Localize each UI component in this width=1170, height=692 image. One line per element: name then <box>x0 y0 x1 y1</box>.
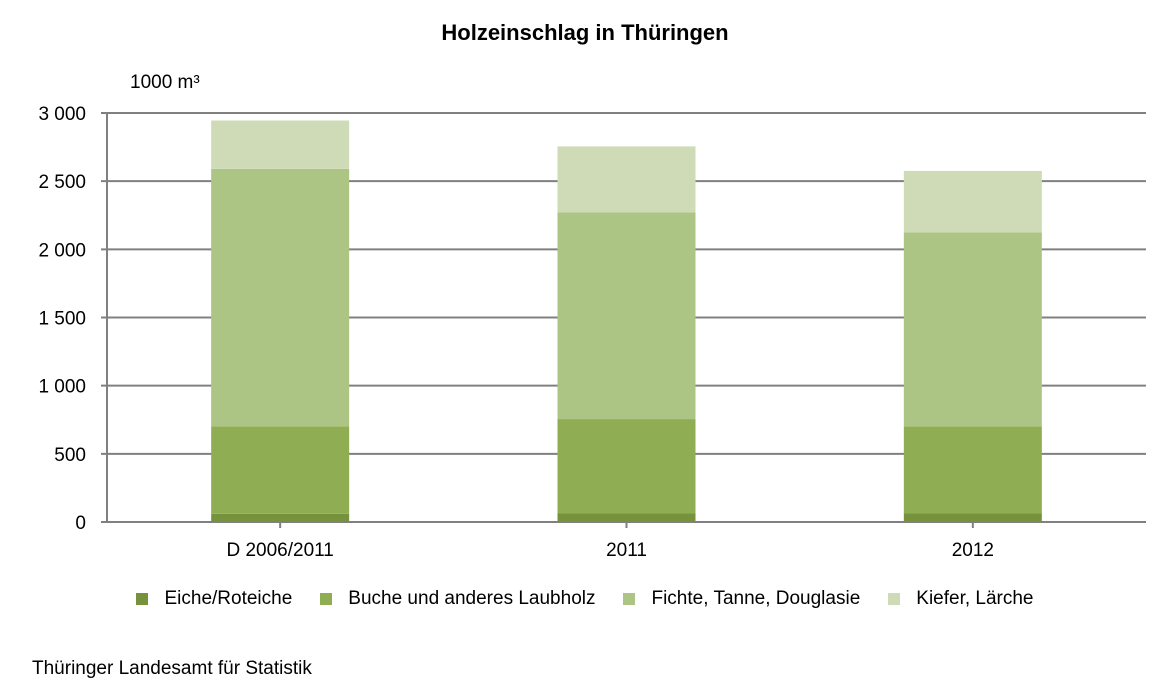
y-tick-label: 500 <box>54 445 86 466</box>
x-tick-label: 2012 <box>952 540 994 561</box>
y-tick-label: 1 000 <box>38 377 86 398</box>
bar-segment <box>557 212 696 420</box>
legend-label: Fichte, Tanne, Douglasie <box>651 588 861 609</box>
legend-label: Eiche/Roteiche <box>164 588 293 609</box>
legend: Eiche/Roteiche Buche und anderes Laubholz… <box>0 588 1170 610</box>
source-note: Thüringer Landesamt für Statistik <box>32 658 312 679</box>
legend-label: Buche und anderes Laubholz <box>348 588 596 609</box>
bar-segment <box>557 513 696 522</box>
y-axis-unit: 1000 m³ <box>130 72 200 93</box>
chart-title: Holzeinschlag in Thüringen <box>441 20 729 45</box>
bar-segment <box>903 426 1042 514</box>
x-tick-label: 2011 <box>606 540 647 561</box>
bar-segment <box>903 513 1042 522</box>
legend-item: Eiche/Roteiche <box>136 588 292 610</box>
bar-segment <box>903 232 1042 427</box>
y-tick-label: 2 000 <box>38 240 86 261</box>
x-tick-label: D 2006/2011 <box>226 540 333 561</box>
legend-swatch <box>888 593 901 605</box>
legend-swatch <box>623 593 636 605</box>
bar-segment <box>557 419 696 514</box>
legend-swatch <box>320 593 333 605</box>
y-tick-label: 1 500 <box>38 309 86 330</box>
legend-item: Buche und anderes Laubholz <box>320 588 595 610</box>
legend-item: Kiefer, Lärche <box>888 588 1034 610</box>
bar-segment <box>211 168 350 427</box>
y-tick-label: 2 500 <box>38 172 86 193</box>
bar-segment <box>903 170 1042 233</box>
legend-swatch <box>136 593 149 605</box>
bar-segment <box>557 146 696 213</box>
y-tick-label: 3 000 <box>38 104 86 125</box>
bar-segment <box>211 513 350 522</box>
bar-segment <box>211 120 350 169</box>
y-tick-label: 0 <box>75 513 86 534</box>
legend-label: Kiefer, Lärche <box>916 588 1034 609</box>
legend-item: Fichte, Tanne, Douglasie <box>623 588 860 610</box>
bar-segment <box>211 426 350 514</box>
